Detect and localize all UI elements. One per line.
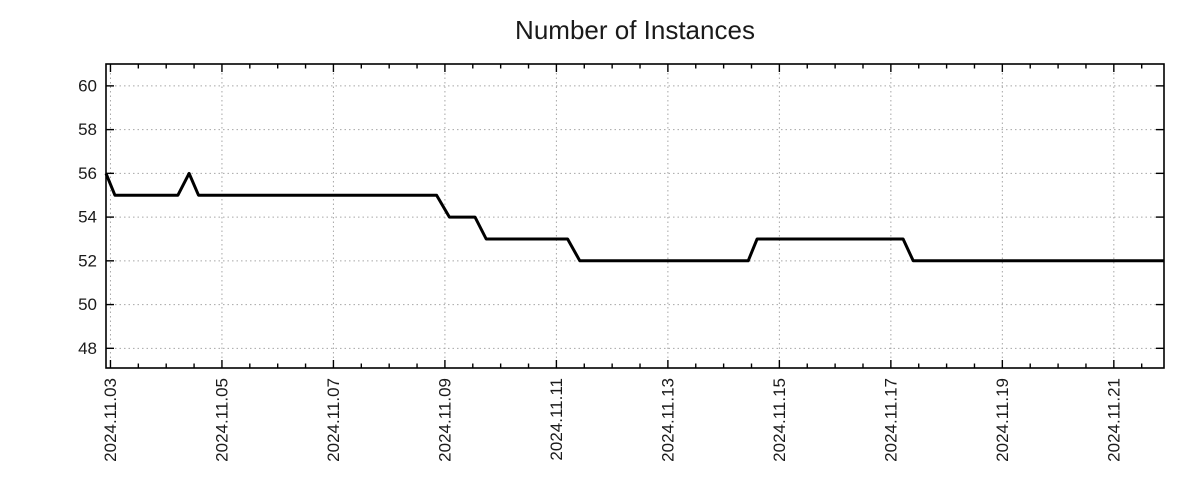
plot-border — [105, 63, 1165, 369]
series-layer — [104, 171, 1164, 263]
y-tick-label: 50 — [78, 295, 97, 314]
x-tick-label: 2024.11.13 — [658, 378, 677, 462]
x-tick-label: 2024.11.15 — [770, 378, 789, 462]
x-tick-label: 2024.11.19 — [993, 378, 1012, 462]
y-tick-label: 48 — [78, 339, 97, 358]
x-tick-label: 2024.11.17 — [881, 378, 900, 462]
tick-layer — [105, 63, 1165, 369]
x-tick-label: 2024.11.11 — [547, 378, 566, 461]
x-tick-label: 2024.11.05 — [212, 378, 231, 462]
x-tick-label: 2024.11.21 — [1104, 378, 1123, 462]
y-tick-label: 56 — [78, 164, 97, 183]
y-tick-label: 52 — [78, 251, 97, 270]
label-layer: 48 50 52 54 56 58 60 2024.11.03 2024.11.05 2024.1… — [78, 76, 1123, 461]
y-tick-label: 58 — [78, 120, 97, 139]
y-tick-label: 60 — [78, 76, 97, 95]
chart-title: Number of Instances — [515, 15, 755, 45]
x-tick-label: 2024.11.07 — [324, 378, 343, 462]
y-tick-label: 54 — [78, 208, 97, 227]
series-line-instances — [104, 171, 1164, 263]
x-tick-label: 2024.11.09 — [435, 378, 454, 462]
x-tick-label: 2024.11.03 — [101, 378, 120, 462]
grid-layer — [106, 64, 1164, 368]
